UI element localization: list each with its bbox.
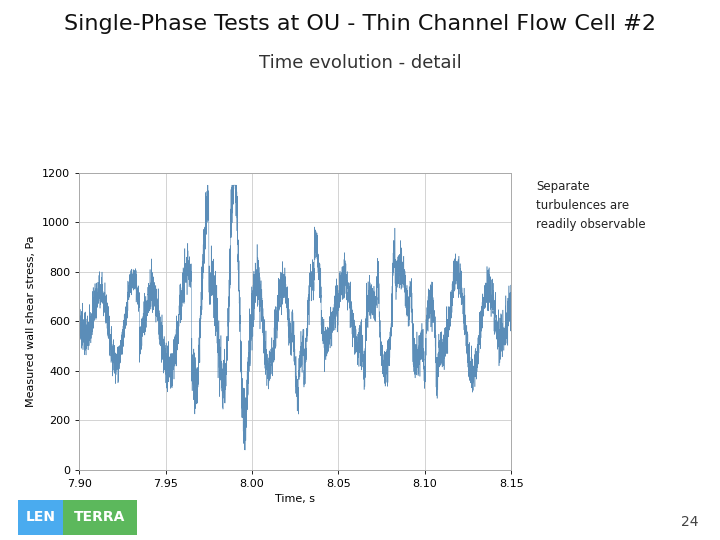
Text: Single-Phase Tests at OU - Thin Channel Flow Cell #2: Single-Phase Tests at OU - Thin Channel … <box>64 14 656 33</box>
Text: Separate
turbulences are
readily observable: Separate turbulences are readily observa… <box>536 180 646 231</box>
Y-axis label: Measured wall shear stress, Pa: Measured wall shear stress, Pa <box>27 235 37 407</box>
FancyBboxPatch shape <box>63 500 137 535</box>
FancyBboxPatch shape <box>18 500 63 535</box>
Text: TERRA: TERRA <box>74 510 126 524</box>
Text: 24: 24 <box>681 515 698 529</box>
X-axis label: Time, s: Time, s <box>275 495 315 504</box>
Text: Time evolution - detail: Time evolution - detail <box>258 54 462 72</box>
Text: LEN: LEN <box>26 510 55 524</box>
